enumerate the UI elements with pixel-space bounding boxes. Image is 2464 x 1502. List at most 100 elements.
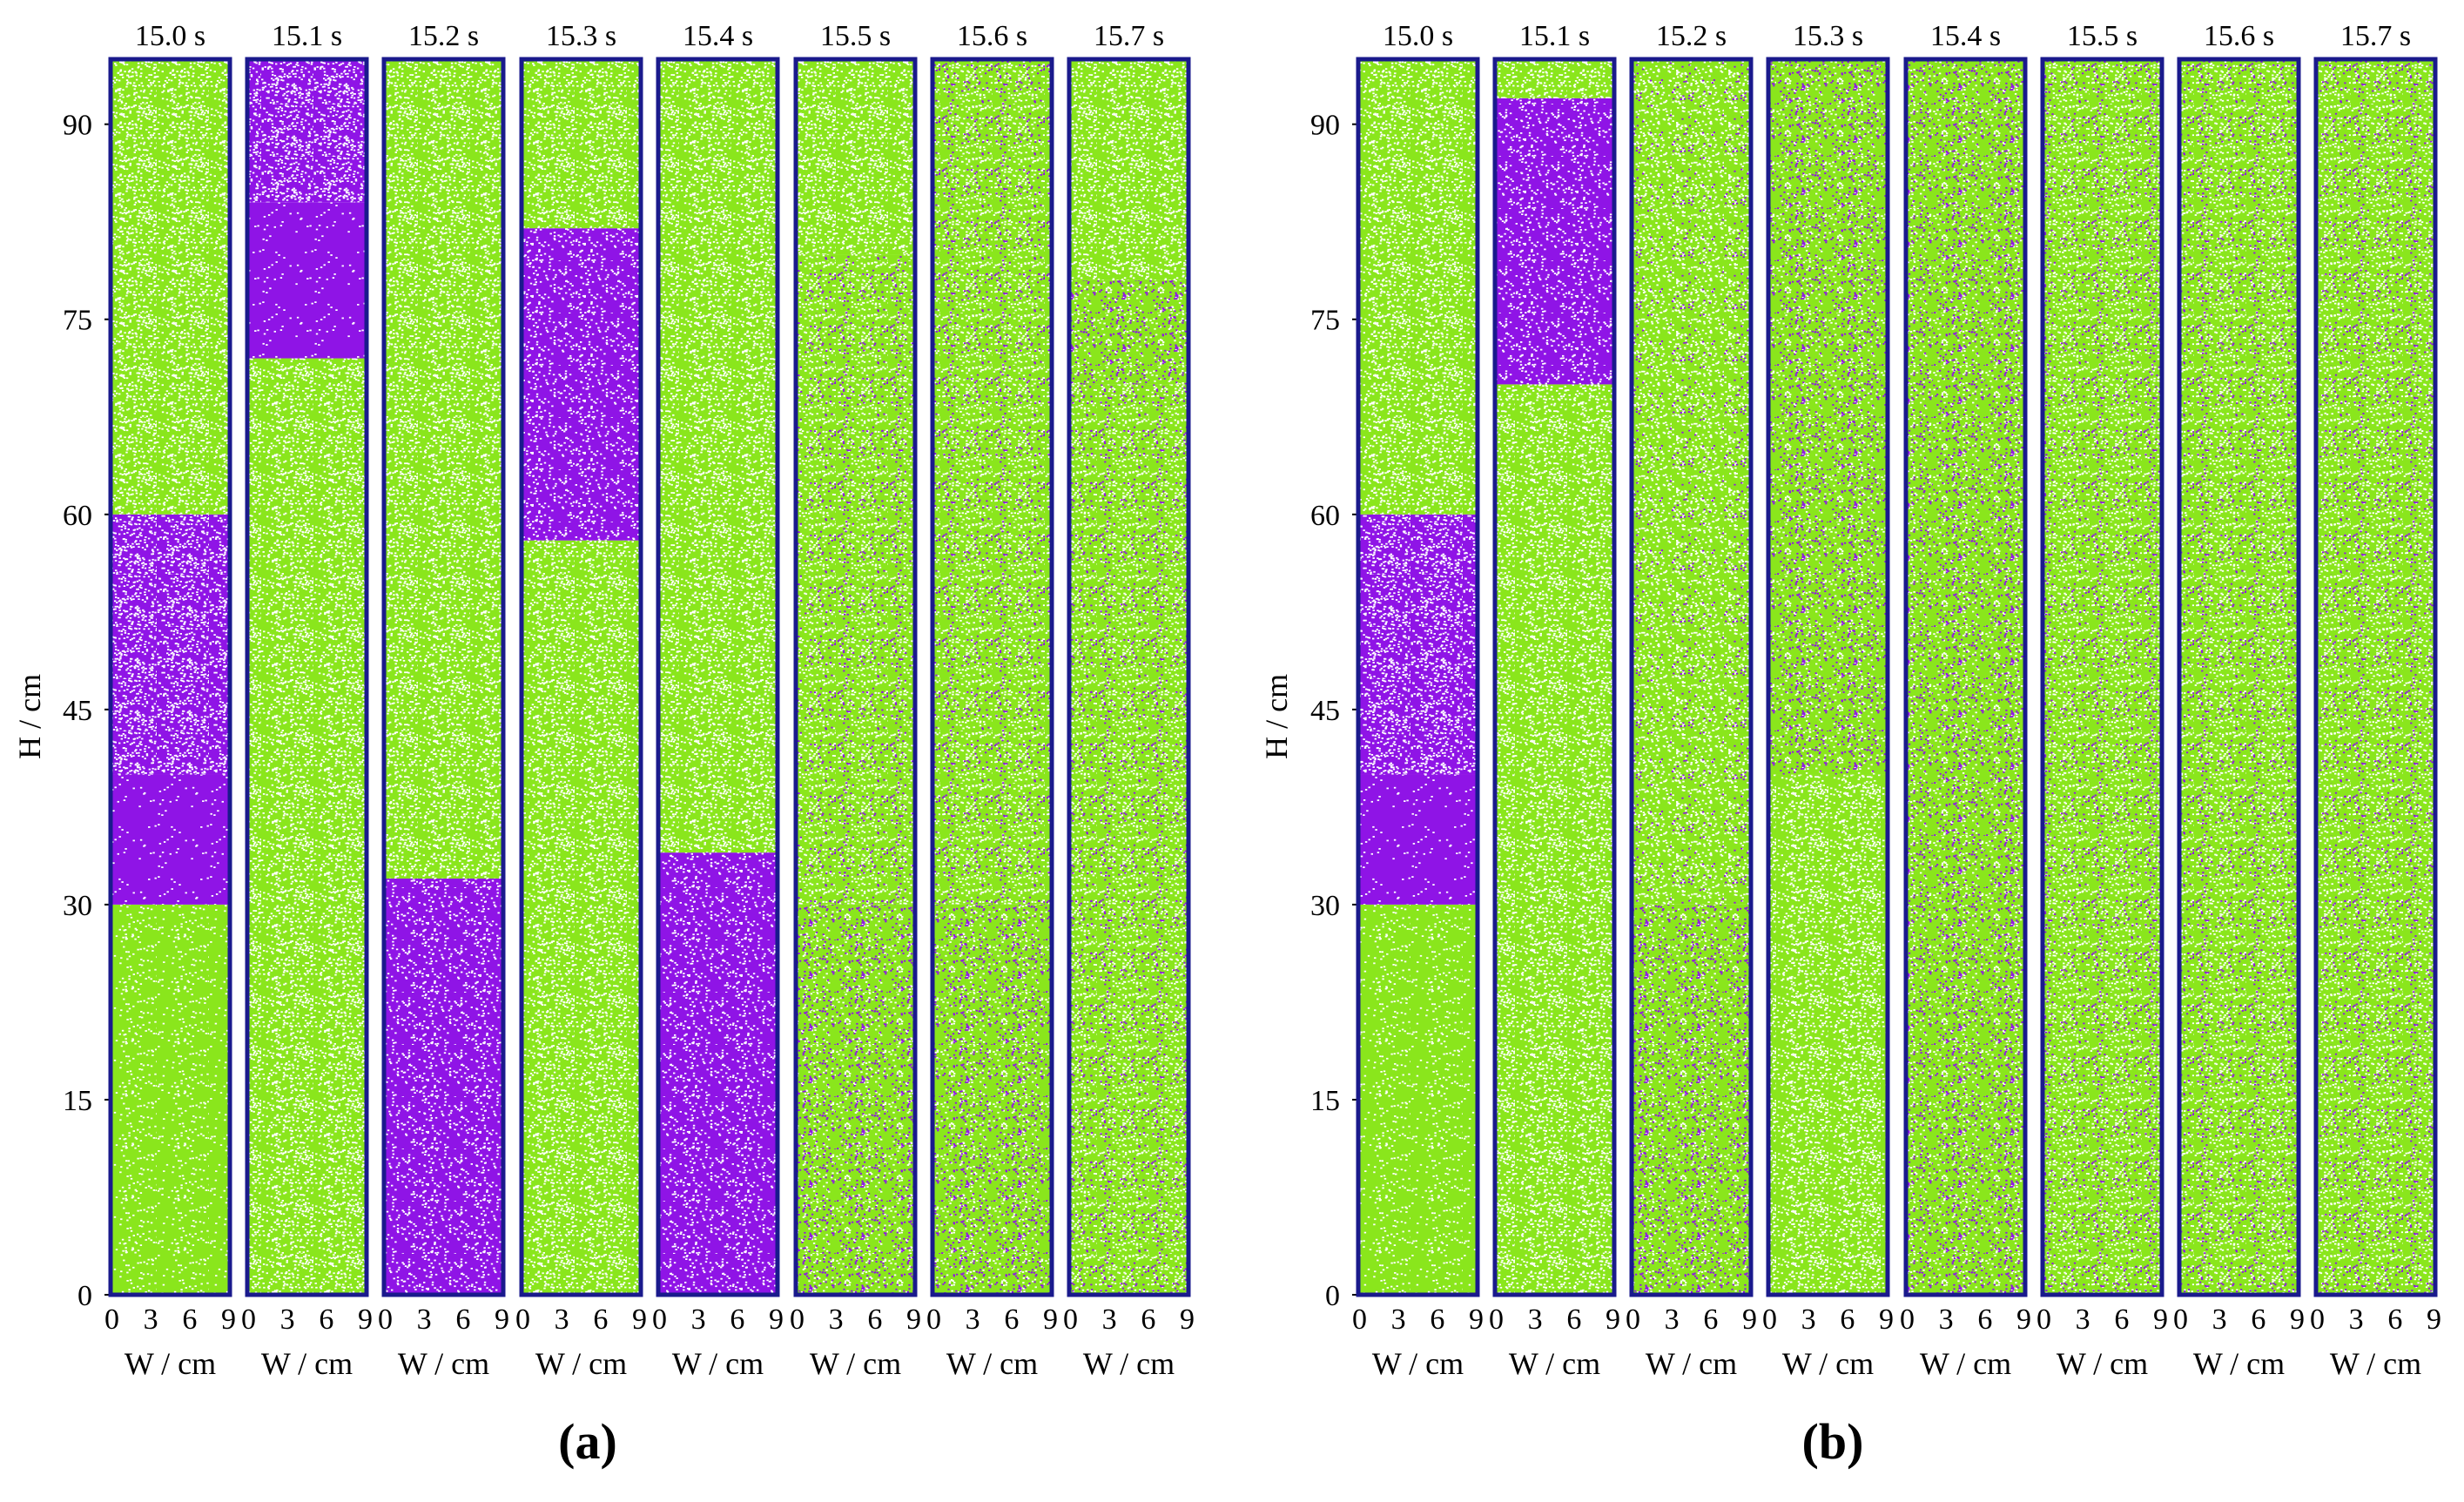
y-tick-label: 45: [63, 695, 92, 727]
particle-region: [796, 904, 915, 1295]
particle-region: [1768, 59, 1888, 775]
y-tick-label: 30: [63, 890, 92, 922]
snapshot-column: 15.7 s 0 3 6 9 W / cm: [1063, 20, 1195, 1381]
x-tick-labels: 0 3 6 9: [2173, 1303, 2305, 1336]
particle-region: [2179, 59, 2299, 1295]
x-tick-labels: 0 3 6 9: [104, 1303, 236, 1336]
particle-region: [247, 202, 367, 359]
y-axis: 0 15 30 45 60 75 90: [1310, 110, 1358, 1312]
particle-region: [658, 852, 778, 1295]
y-axis-label: H / cm: [12, 674, 47, 759]
column-frame: [1067, 57, 1191, 1297]
time-label: 15.4 s: [1930, 20, 2001, 52]
x-tick-labels: 0 3 6 9: [1626, 1303, 1757, 1336]
x-axis-label: W / cm: [125, 1346, 216, 1381]
x-tick-labels: 0 3 6 9: [241, 1303, 373, 1336]
panel-label: (a): [558, 1413, 617, 1470]
time-label: 15.2 s: [1656, 20, 1727, 52]
x-axis-label: W / cm: [1509, 1346, 1600, 1381]
column-frame: [108, 57, 232, 1297]
snapshot-column: 15.7 s 0 3 6 9 W / cm: [2310, 20, 2441, 1381]
time-label: 15.4 s: [683, 20, 753, 52]
time-label: 15.5 s: [2067, 20, 2137, 52]
particle-region: [1495, 384, 1614, 1296]
x-axis-label: W / cm: [2330, 1346, 2421, 1381]
particle-region: [247, 358, 367, 1295]
x-tick-labels: 0 3 6 9: [1900, 1303, 2031, 1336]
y-tick-label: 60: [63, 500, 92, 532]
column-frame: [1629, 57, 1754, 1297]
snapshot-column: 15.5 s 0 3 6 9 W / cm: [2037, 20, 2168, 1381]
y-tick-label: 45: [1310, 695, 1340, 727]
x-tick-labels: 0 3 6 9: [1352, 1303, 1484, 1336]
particle-region: [522, 59, 641, 229]
x-tick-labels: 0 3 6 9: [926, 1303, 1058, 1336]
y-tick-label: 15: [1310, 1085, 1340, 1117]
column-frame: [381, 57, 506, 1297]
particle-region: [932, 59, 1052, 905]
time-label: 15.5 s: [820, 20, 891, 52]
x-tick-labels: 0 3 6 9: [790, 1303, 921, 1336]
particle-region: [1358, 514, 1478, 775]
time-label: 15.0 s: [135, 20, 205, 52]
particle-region: [247, 59, 367, 203]
y-tick-label: 30: [1310, 890, 1340, 922]
y-axis-label: H / cm: [1259, 674, 1294, 759]
particle-region: [1069, 384, 1188, 1296]
column-frame: [793, 57, 918, 1297]
x-axis-label: W / cm: [810, 1346, 901, 1381]
time-label: 15.3 s: [1793, 20, 1863, 52]
x-axis-label: W / cm: [398, 1346, 489, 1381]
snapshot-column: 15.0 s 0 3 6 9 W / cm: [1352, 20, 1484, 1381]
time-label: 15.7 s: [2340, 20, 2411, 52]
snapshot-column: 15.3 s 0 3 6 9 W / cm: [515, 20, 647, 1381]
snapshot-column: 15.2 s 0 3 6 9 W / cm: [1626, 20, 1757, 1381]
particle-region: [111, 514, 230, 775]
x-tick-labels: 0 3 6 9: [1063, 1303, 1195, 1336]
x-axis-label: W / cm: [2193, 1346, 2285, 1381]
x-axis-label: W / cm: [535, 1346, 627, 1381]
x-axis-label: W / cm: [672, 1346, 764, 1381]
time-label: 15.0 s: [1383, 20, 1453, 52]
y-tick-label: 0: [1325, 1280, 1340, 1312]
panel-label: (b): [1802, 1413, 1864, 1470]
x-axis-label: W / cm: [946, 1346, 1038, 1381]
x-axis-label: W / cm: [1372, 1346, 1464, 1381]
x-tick-labels: 0 3 6 9: [378, 1303, 509, 1336]
time-label: 15.7 s: [1094, 20, 1164, 52]
time-label: 15.3 s: [546, 20, 616, 52]
y-tick-label: 75: [1310, 305, 1340, 337]
snapshot-column: 15.2 s 0 3 6 9 W / cm: [378, 20, 509, 1381]
column-frame: [1356, 57, 1480, 1297]
snapshot-column: 15.5 s 0 3 6 9 W / cm: [790, 20, 921, 1381]
time-label: 15.1 s: [1519, 20, 1590, 52]
snapshot-column: 15.4 s 0 3 6 9 W / cm: [652, 20, 784, 1381]
particle-region: [932, 904, 1052, 1295]
column-frame: [2313, 57, 2438, 1297]
column-frame: [1766, 57, 1890, 1297]
x-axis-label: W / cm: [1083, 1346, 1175, 1381]
y-tick-label: 60: [1310, 500, 1340, 532]
y-tick-label: 0: [77, 1280, 92, 1312]
snapshot-column: 15.6 s 0 3 6 9 W / cm: [2173, 20, 2305, 1381]
snapshot-column: 15.3 s 0 3 6 9 W / cm: [1762, 20, 1894, 1381]
time-label: 15.6 s: [2204, 20, 2274, 52]
snapshot-column: 15.0 s 0 3 6 9 W / cm: [104, 20, 236, 1381]
particle-region: [522, 228, 641, 541]
x-tick-labels: 0 3 6 9: [2310, 1303, 2441, 1336]
x-tick-labels: 0 3 6 9: [652, 1303, 784, 1336]
particle-region: [1632, 904, 1751, 1295]
particle-region: [796, 59, 915, 255]
particle-region: [1632, 59, 1751, 905]
particle-region: [1358, 59, 1478, 515]
particle-region: [2316, 59, 2435, 1295]
column-frame: [2177, 57, 2301, 1297]
particle-region: [1358, 774, 1478, 905]
x-axis-label: W / cm: [2057, 1346, 2148, 1381]
particle-region: [1069, 280, 1188, 385]
x-tick-labels: 0 3 6 9: [1489, 1303, 1620, 1336]
y-tick-label: 90: [63, 110, 92, 142]
